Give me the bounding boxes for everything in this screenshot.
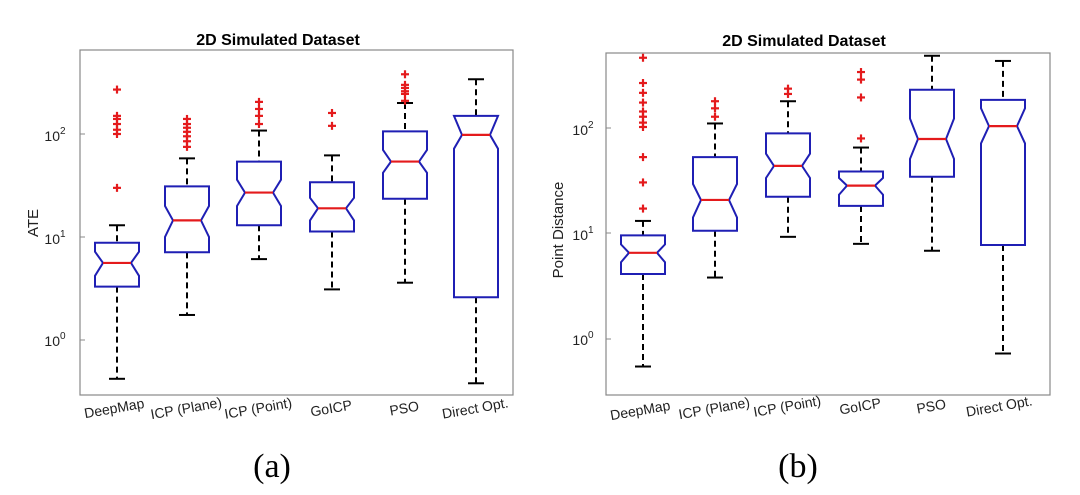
panel-a-boxes (94, 70, 500, 385)
panel-b-xlabels: DeepMap ICP (Plane) ICP (Point) GoICP PS… (609, 392, 1034, 423)
panel-b-ytick-100: 102 (572, 120, 594, 138)
panel-a-xtick-icp-point: ICP (Point) (223, 394, 293, 422)
panel-a-ylabel: ATE (25, 209, 42, 237)
box-pso (909, 54, 955, 252)
box-body (909, 88, 955, 178)
outlier-marker (639, 88, 647, 97)
outlier-marker (255, 111, 263, 120)
outlier-marker (639, 204, 647, 213)
outlier-marker (639, 79, 647, 88)
box-icp-plane (164, 114, 210, 316)
panel-b-xtick-deepmap: DeepMap (609, 397, 672, 423)
panel-b-boxes (620, 53, 1026, 368)
outlier-marker (255, 97, 263, 106)
outlier-marker (113, 183, 121, 192)
outlier-marker (401, 96, 409, 105)
panel-a: 2D Simulated Dataset ATE 100 101 102 Dee… (25, 32, 514, 485)
panel-b-xtick-pso: PSO (915, 396, 947, 417)
box-body (236, 160, 282, 227)
box-body (164, 185, 210, 254)
outlier-marker (255, 104, 263, 113)
panel-a-xtick-deepmap: DeepMap (83, 395, 146, 421)
outlier-marker (401, 70, 409, 79)
outlier-marker (711, 104, 719, 113)
panel-b-xtick-goicp: GoICP (838, 395, 882, 418)
box-deepmap (94, 85, 140, 380)
panel-a-ytick-10: 101 (44, 229, 66, 247)
panel-a-title: 2D Simulated Dataset (196, 32, 360, 49)
panel-a-xtick-icp-plane: ICP (Plane) (149, 394, 223, 422)
outlier-marker (639, 53, 647, 62)
box-icp-plane (692, 97, 738, 279)
outlier-marker (711, 112, 719, 121)
outlier-marker (784, 84, 792, 93)
box-deepmap (620, 53, 666, 368)
box-icp-point (765, 84, 811, 238)
box-goicp (309, 108, 355, 291)
outlier-marker (711, 97, 719, 106)
outlier-marker (857, 93, 865, 102)
box-pso (382, 70, 428, 284)
box-body (309, 181, 355, 233)
box-icp-point (236, 97, 282, 261)
panel-a-caption: (a) (253, 448, 291, 485)
outlier-marker (639, 98, 647, 107)
outlier-marker (639, 178, 647, 187)
outlier-marker (639, 107, 647, 116)
outlier-marker (857, 75, 865, 84)
panel-b-yticks: 100 101 102 (572, 120, 594, 348)
box-body (765, 132, 811, 198)
outlier-marker (113, 111, 121, 120)
panel-a-ytick-1: 100 (44, 331, 66, 349)
panel-b-ytick-marks (606, 127, 611, 340)
panel-b-ytick-10: 101 (572, 225, 594, 243)
box-body (452, 114, 500, 299)
panel-a-xlabels: DeepMap ICP (Plane) ICP (Point) GoICP PS… (83, 394, 510, 422)
panel-b-ytick-1: 100 (572, 330, 594, 348)
box-body (94, 241, 140, 288)
outlier-marker (328, 121, 336, 130)
outlier-marker (857, 68, 865, 77)
panel-a-xtick-goicp: GoICP (309, 397, 353, 420)
box-body (620, 234, 666, 275)
outlier-marker (113, 85, 121, 94)
panel-b-xtick-direct-opt: Direct Opt. (965, 392, 1034, 419)
panel-b-caption: (b) (778, 448, 818, 485)
outlier-marker (857, 134, 865, 143)
panel-b-xtick-icp-plane: ICP (Plane) (677, 394, 751, 422)
outlier-marker (183, 114, 191, 123)
outlier-marker (255, 120, 263, 129)
box-body (382, 130, 428, 200)
panel-b-ylabel: Point Distance (550, 182, 567, 279)
outlier-marker (401, 80, 409, 89)
panel-b-title: 2D Simulated Dataset (722, 33, 886, 50)
box-body (980, 98, 1026, 246)
box-direct-opt (980, 59, 1026, 355)
panel-b-plot-frame (605, 52, 1051, 396)
panel-b-xtick-icp-point: ICP (Point) (752, 392, 822, 420)
panel-a-ytick-100: 102 (44, 126, 66, 144)
outlier-marker (639, 153, 647, 162)
box-direct-opt (452, 78, 500, 385)
box-body (692, 156, 738, 232)
panel-a-xtick-direct-opt: Direct Opt. (441, 394, 510, 421)
panel-a-ytick-marks (80, 133, 85, 341)
outlier-marker (328, 108, 336, 117)
box-body (838, 170, 884, 207)
panel-b: 2D Simulated Dataset Point Distance 100 … (550, 33, 1051, 485)
box-goicp (838, 68, 884, 245)
panel-a-yticks: 100 101 102 (44, 126, 66, 349)
panel-a-xtick-pso: PSO (388, 398, 420, 419)
panel-a-plot-frame (79, 49, 514, 396)
